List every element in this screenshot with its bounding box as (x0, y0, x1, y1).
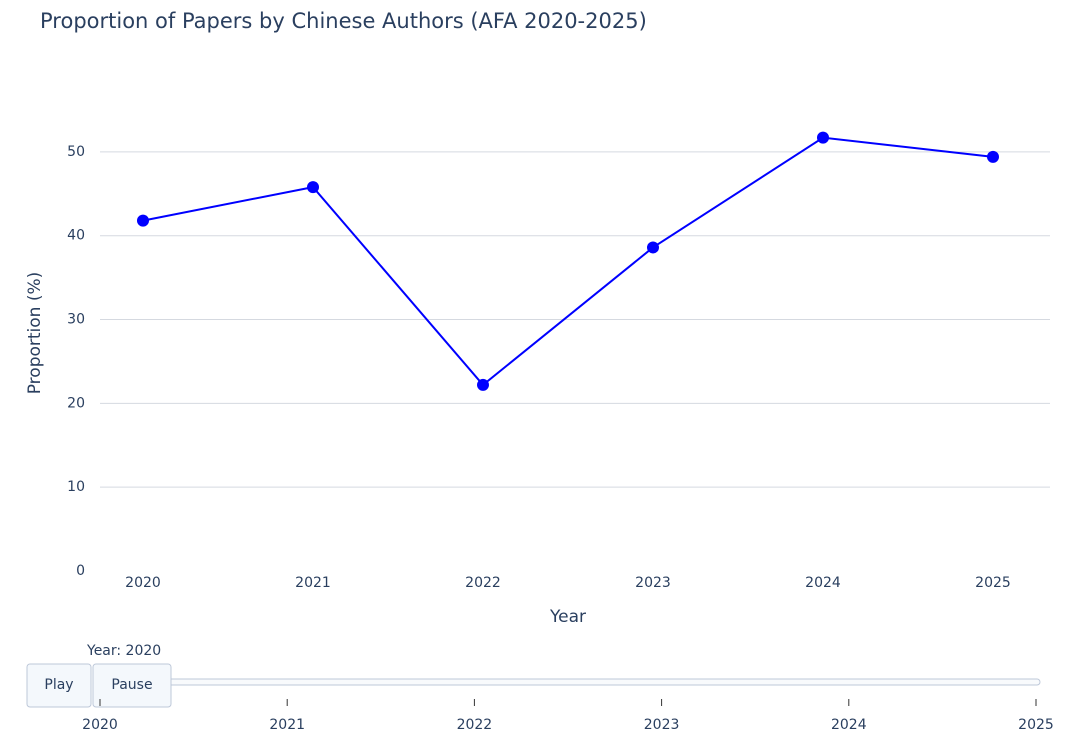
slider-step-label[interactable]: 2025 (1018, 717, 1054, 733)
x-tick-label: 2020 (125, 575, 161, 591)
pause-button[interactable]: Pause (92, 663, 172, 708)
y-tick-label: 30 (67, 312, 85, 328)
x-tick-label: 2023 (635, 575, 671, 591)
slider-step-label[interactable]: 2021 (269, 717, 305, 733)
x-tick-label: 2022 (465, 575, 501, 591)
play-button[interactable]: Play (26, 663, 92, 708)
y-tick-label: 50 (67, 144, 85, 160)
y-tick-label: 40 (67, 228, 85, 244)
slider-label: Year: 2020 (86, 643, 161, 659)
slider-step-label[interactable]: 2024 (831, 717, 867, 733)
x-tick-label: 2024 (805, 575, 841, 591)
slider-step-label[interactable]: 2020 (82, 717, 118, 733)
slider-step-label[interactable]: 2023 (644, 717, 680, 733)
slider-step-label[interactable]: 2022 (457, 717, 493, 733)
button-frame[interactable] (26, 663, 92, 708)
y-tick-label: 20 (67, 395, 85, 411)
y-tick-label: 0 (76, 563, 85, 579)
data-point (137, 214, 149, 227)
button-label[interactable]: Play (44, 677, 73, 693)
data-point (817, 131, 829, 144)
slider-track[interactable] (99, 678, 1041, 686)
y-tick-label: 10 (67, 479, 85, 495)
data-line (142, 136, 994, 387)
button-frame[interactable] (92, 663, 172, 708)
y-axis-title: Proportion (%) (25, 272, 45, 395)
data-point (647, 241, 659, 254)
x-axis-title: Year (549, 607, 586, 627)
x-tick-label: 2021 (295, 575, 331, 591)
data-point (987, 150, 999, 163)
button-label[interactable]: Pause (111, 677, 152, 693)
chart-title: Proportion of Papers by Chinese Authors … (40, 9, 647, 33)
x-tick-label: 2025 (975, 575, 1011, 591)
data-point (307, 181, 319, 194)
data-point (477, 378, 489, 391)
